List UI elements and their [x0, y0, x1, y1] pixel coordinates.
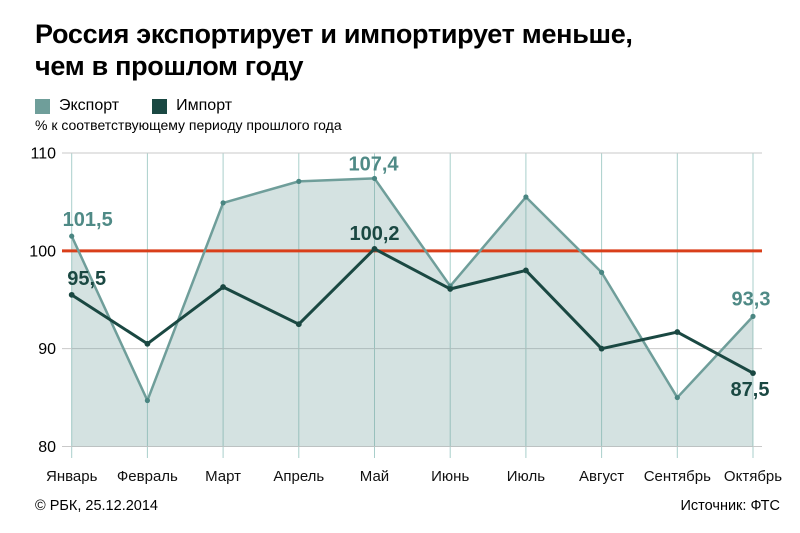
x-axis-month-label: Июль — [507, 468, 545, 485]
import-point-dot — [674, 329, 681, 335]
x-axis-month-label: Июнь — [431, 468, 469, 485]
export-area-fill — [71, 178, 753, 447]
export-swatch-icon — [35, 98, 50, 114]
footer-copyright: © РБК, 25.12.2014 — [35, 498, 158, 514]
x-axis-month-label: Январь — [46, 468, 98, 485]
export-point-dot — [750, 313, 756, 319]
export-point-dot — [674, 394, 680, 401]
export-point-dot — [144, 397, 150, 404]
export-point-dot — [599, 269, 605, 275]
y-axis-tick-label: 110 — [30, 146, 56, 163]
export-point-dot — [69, 233, 75, 239]
chart-unit-subtitle: % к соответствующему периоду прошлого го… — [35, 117, 342, 133]
y-axis-tick-label: 80 — [38, 439, 56, 456]
import-value-label: 100,2 — [349, 223, 399, 245]
legend-item-export: Экспорт — [35, 97, 119, 115]
x-axis-month-label: Май — [360, 468, 389, 485]
title-line1: Россия экспортирует и импортирует меньше… — [35, 19, 633, 49]
legend: Экспорт Импорт — [35, 97, 232, 115]
export-point-dot — [371, 175, 378, 182]
import-point-dot — [371, 245, 378, 252]
x-axis-month-label: Август — [579, 468, 624, 485]
x-axis-month-label: Апрель — [273, 468, 324, 485]
export-line — [70, 177, 754, 402]
legend-item-import: Импорт — [152, 97, 232, 115]
import-point-dot — [295, 321, 302, 328]
legend-label-export: Экспорт — [59, 97, 120, 114]
import-point-dot — [447, 286, 454, 292]
y-axis-tick-label: 100 — [29, 243, 56, 260]
import-value-label: 87,5 — [731, 379, 770, 401]
import-value-label: 95,5 — [67, 268, 106, 290]
import-point-dot — [68, 291, 75, 298]
import-point-dot — [598, 345, 605, 352]
export-point-dot — [523, 194, 529, 200]
title-line2: чем в прошлом году — [35, 51, 304, 81]
import-swatch-icon — [152, 98, 168, 114]
x-axis-month-label: Сентябрь — [644, 468, 711, 485]
import-line — [70, 247, 754, 375]
legend-label-import: Импорт — [176, 97, 233, 114]
footer-source: Источник: ФТС — [680, 498, 781, 514]
export-value-label: 107,4 — [348, 153, 399, 175]
export-value-label: 101,5 — [63, 209, 113, 231]
import-point-dot — [750, 370, 756, 377]
x-axis-month-label: Февраль — [117, 468, 178, 485]
x-axis-month-label: Октябрь — [724, 468, 782, 485]
export-point-dot — [220, 200, 226, 206]
import-point-dot — [523, 267, 529, 274]
import-point-dot — [220, 284, 227, 290]
export-point-dot — [296, 178, 302, 184]
export-value-label: 93,3 — [732, 288, 771, 310]
import-point-dot — [144, 340, 151, 347]
y-axis-tick-label: 90 — [38, 341, 56, 358]
chart-title: Россия экспортирует и импортирует меньше… — [35, 18, 633, 82]
x-axis-month-label: Март — [205, 468, 241, 485]
